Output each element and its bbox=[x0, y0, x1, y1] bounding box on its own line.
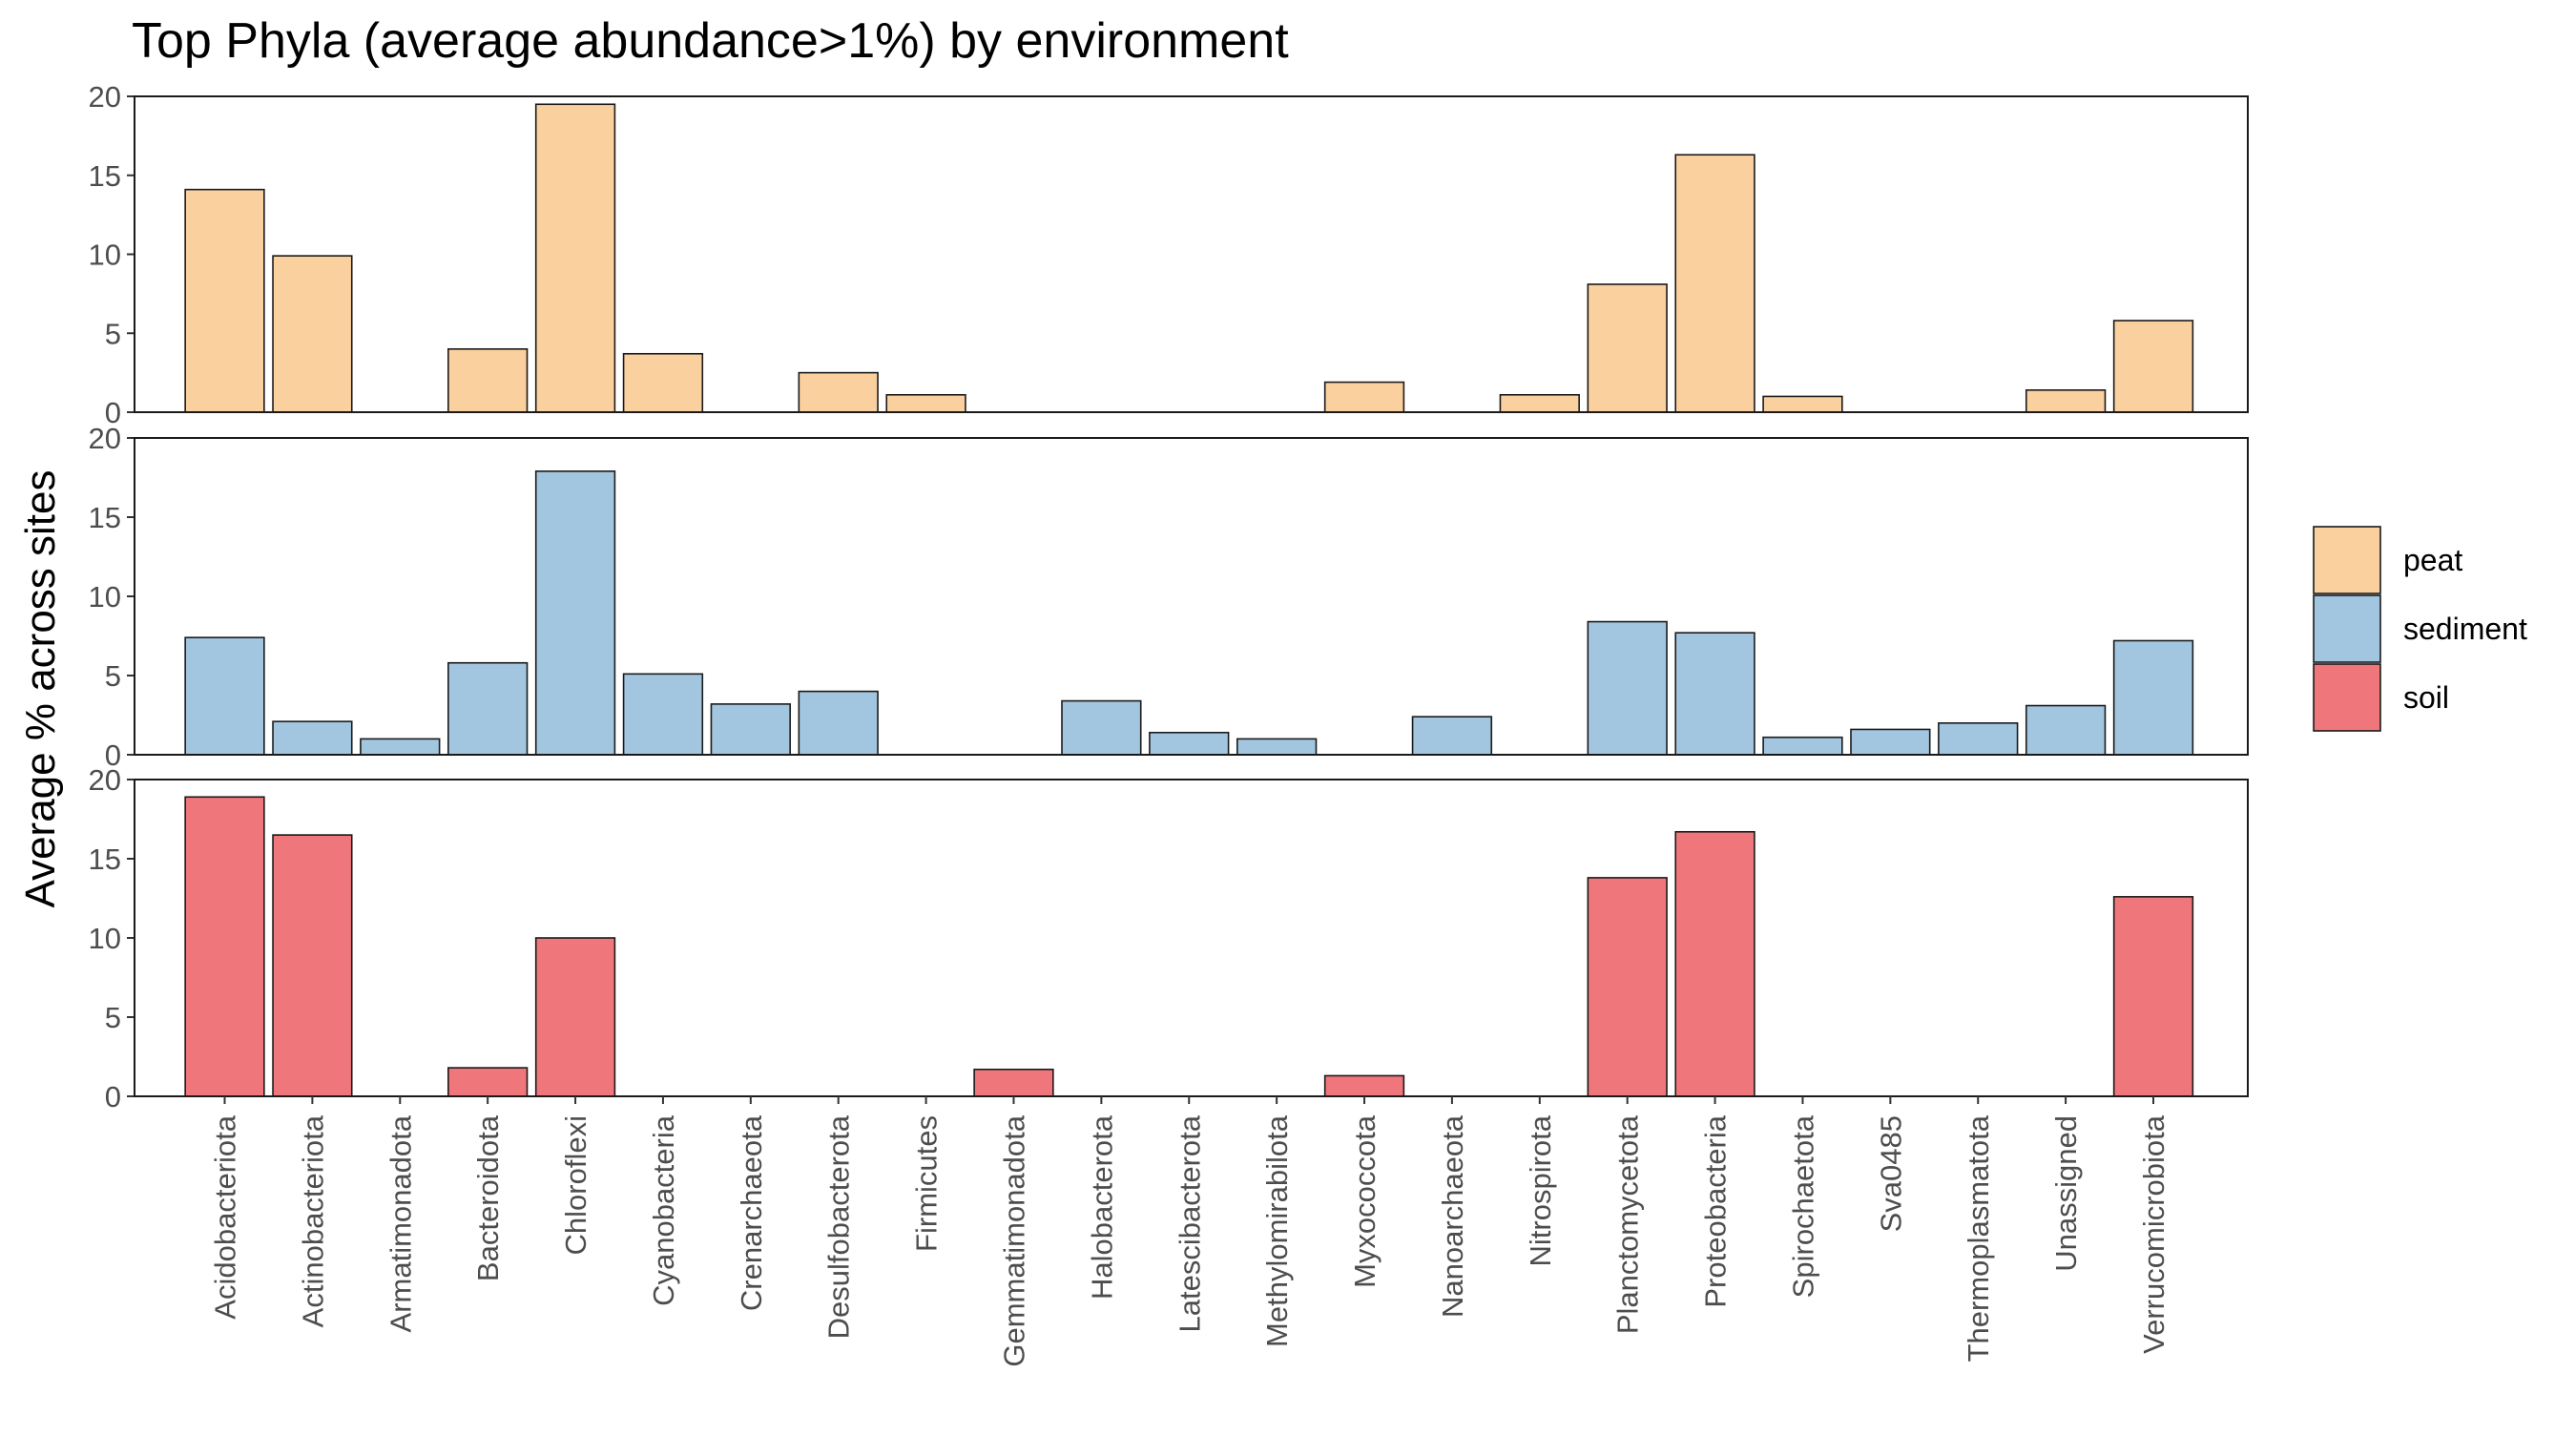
bar-soil-myxococcota bbox=[1323, 1074, 1405, 1097]
bar-sediment-chloroflexi bbox=[534, 470, 616, 756]
x-tick-label-planctomycetota: Planctomycetota bbox=[1611, 1114, 1645, 1334]
bar-sediment-thermoplasmatota bbox=[1938, 721, 2019, 756]
y-tick-label: 10 bbox=[89, 239, 121, 272]
bar-sediment-unassigned bbox=[2025, 704, 2107, 756]
y-tick-label: 20 bbox=[89, 422, 121, 455]
bar-sediment-armatimonadota bbox=[360, 738, 441, 756]
bar-sediment-sva0485 bbox=[1850, 728, 1931, 756]
x-tick-label-unassigned: Unassigned bbox=[2049, 1115, 2083, 1272]
bar-soil-proteobacteria bbox=[1674, 830, 1755, 1097]
x-tick-label-cyanobacteria: Cyanobacteria bbox=[647, 1114, 680, 1306]
x-tick-label-armatimonadota: Armatimonadota bbox=[384, 1114, 417, 1332]
y-tick-label: 10 bbox=[89, 922, 121, 955]
bar-sediment-verrucomicrobiota bbox=[2112, 639, 2194, 756]
x-tick-label-crenarchaeota: Crenarchaeota bbox=[735, 1114, 768, 1311]
bar-soil-chloroflexi bbox=[534, 937, 616, 1097]
y-axis-label: Average % across sites bbox=[17, 470, 64, 908]
panel-border bbox=[134, 779, 2249, 1097]
x-tick-label-gemmatimonadota: Gemmatimonadota bbox=[997, 1114, 1030, 1366]
bar-sediment-proteobacteria bbox=[1674, 632, 1755, 756]
y-tick-label: 20 bbox=[89, 80, 121, 114]
bar-sediment-bacteroidota bbox=[447, 661, 529, 756]
x-tick-label-spirochaetota: Spirochaetota bbox=[1786, 1114, 1819, 1298]
bar-peat-chloroflexi bbox=[534, 103, 616, 413]
y-tick-label: 0 bbox=[105, 396, 121, 429]
x-tick-label-acidobacteriota: Acidobacteriota bbox=[209, 1114, 242, 1319]
x-tick-label-firmicutes: Firmicutes bbox=[910, 1115, 944, 1252]
panel-border bbox=[134, 437, 2249, 756]
bar-sediment-halobacterota bbox=[1061, 699, 1142, 756]
legend-key-sediment bbox=[2313, 594, 2381, 663]
y-tick-label: 15 bbox=[89, 159, 121, 193]
legend-label-sediment: sediment bbox=[2403, 612, 2527, 646]
y-tick-label: 15 bbox=[89, 501, 121, 534]
panel-soil: 0 5 10 15 20 bbox=[89, 763, 2249, 1113]
legend-label-soil: soil bbox=[2403, 680, 2449, 715]
panel-border bbox=[134, 95, 2249, 413]
x-tick-label-actinobacteriota: Actinobacteriota bbox=[296, 1114, 329, 1327]
bar-peat-planctomycetota bbox=[1587, 283, 1668, 413]
y-tick-label: 10 bbox=[89, 580, 121, 614]
bar-peat-acidobacteriota bbox=[184, 188, 265, 413]
bar-soil-acidobacteriota bbox=[184, 796, 265, 1097]
bar-peat-unassigned bbox=[2025, 389, 2107, 413]
y-tick-label: 0 bbox=[105, 1080, 121, 1113]
x-tick-label-bacteroidota: Bacteroidota bbox=[471, 1114, 505, 1281]
bar-peat-nitrospirota bbox=[1499, 393, 1580, 413]
bar-sediment-desulfobacterota bbox=[798, 690, 879, 756]
x-tick-label-nanoarchaeota: Nanoarchaeota bbox=[1436, 1114, 1469, 1318]
x-axis-tick-labels: Acidobacteriota Actinobacteriota Armatimon… bbox=[209, 1096, 2171, 1367]
bar-peat-proteobacteria bbox=[1674, 154, 1755, 413]
legend-key-peat bbox=[2313, 526, 2381, 594]
bar-soil-planctomycetota bbox=[1587, 877, 1668, 1097]
bar-sediment-nanoarchaeota bbox=[1411, 716, 1493, 756]
bar-peat-spirochaetota bbox=[1762, 395, 1843, 413]
y-tick-label: 0 bbox=[105, 739, 121, 772]
x-tick-label-latescibacterota: Latescibacterota bbox=[1173, 1114, 1206, 1332]
bar-soil-actinobacteriota bbox=[272, 834, 353, 1097]
x-tick-label-thermoplasmatota: Thermoplasmatota bbox=[1962, 1114, 1995, 1362]
bar-sediment-methylomirabilota bbox=[1236, 738, 1318, 756]
x-tick-label-desulfobacterota: Desulfobacterota bbox=[822, 1114, 856, 1339]
bar-peat-desulfobacterota bbox=[798, 371, 879, 413]
bar-peat-firmicutes bbox=[885, 393, 966, 413]
bar-peat-cyanobacteria bbox=[622, 352, 704, 413]
x-tick-label-proteobacteria: Proteobacteria bbox=[1699, 1114, 1733, 1307]
bar-sediment-crenarchaeota bbox=[710, 703, 791, 756]
chart-title: Top Phyla (average abundance>1%) by envi… bbox=[132, 13, 1289, 69]
bar-sediment-acidobacteriota bbox=[184, 636, 265, 756]
x-tick-label-nitrospirota: Nitrospirota bbox=[1524, 1114, 1557, 1266]
bar-soil-gemmatimonadota bbox=[973, 1068, 1054, 1097]
legend-label-peat: peat bbox=[2403, 543, 2462, 577]
bar-soil-verrucomicrobiota bbox=[2112, 896, 2194, 1097]
bar-peat-verrucomicrobiota bbox=[2112, 320, 2194, 413]
panel-sediment: 0 5 10 15 20 bbox=[89, 422, 2249, 772]
bar-sediment-latescibacterota bbox=[1149, 731, 1230, 756]
bar-peat-myxococcota bbox=[1323, 381, 1405, 413]
y-tick-label: 15 bbox=[89, 843, 121, 876]
bar-soil-bacteroidota bbox=[447, 1067, 529, 1097]
panel-peat: 0 5 10 15 20 bbox=[89, 80, 2249, 429]
bar-sediment-cyanobacteria bbox=[622, 673, 704, 756]
x-tick-label-methylomirabilota: Methylomirabilota bbox=[1260, 1114, 1294, 1347]
x-tick-label-halobacterota: Halobacterota bbox=[1085, 1114, 1118, 1300]
x-tick-label-myxococcota: Myxococcota bbox=[1348, 1114, 1381, 1288]
x-tick-label-verrucomicrobiota: Verrucomicrobiota bbox=[2137, 1114, 2171, 1354]
bar-sediment-spirochaetota bbox=[1762, 736, 1843, 756]
y-tick-label: 5 bbox=[105, 659, 121, 693]
bar-sediment-planctomycetota bbox=[1587, 620, 1668, 756]
x-tick-label-sva0485: Sva0485 bbox=[1874, 1115, 1907, 1232]
bar-peat-actinobacteriota bbox=[272, 255, 353, 413]
bar-peat-bacteroidota bbox=[447, 347, 529, 413]
y-tick-label: 5 bbox=[105, 317, 121, 350]
bar-sediment-actinobacteriota bbox=[272, 720, 353, 756]
y-tick-label: 5 bbox=[105, 1001, 121, 1034]
x-tick-label-chloroflexi: Chloroflexi bbox=[559, 1115, 592, 1255]
legend-key-soil bbox=[2313, 663, 2381, 732]
y-tick-label: 20 bbox=[89, 763, 121, 797]
legend: peat sediment soil bbox=[2313, 526, 2527, 732]
